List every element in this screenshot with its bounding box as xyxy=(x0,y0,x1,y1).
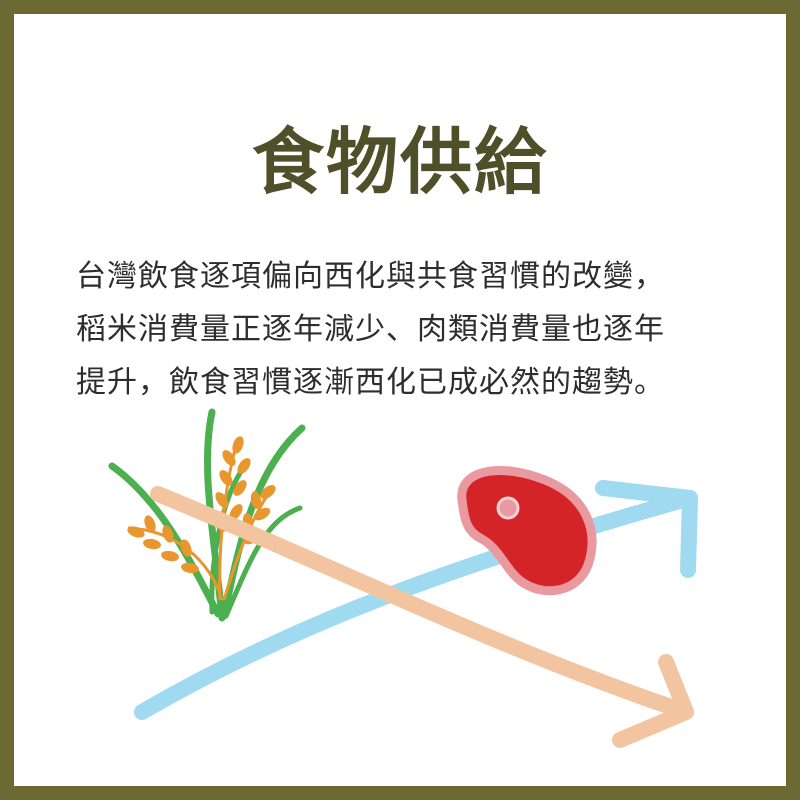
description-line: 提升，飲食習慣逐漸西化已成必然的趨勢。 xyxy=(76,365,665,400)
meat-steak-icon xyxy=(457,466,597,596)
downward-arrow-icon xyxy=(150,486,694,748)
description-line: 稻米消費量正逐年減少、肉類消費量也逐年 xyxy=(76,312,665,347)
page-title: 食物供給 xyxy=(251,120,548,204)
description-line: 台灣飲食逐項偏向西化與共食習慣的改變， xyxy=(76,259,665,294)
description-paragraph: 台灣飲食逐項偏向西化與共食習慣的改變， 稻米消費量正逐年減少、肉類消費量也逐年 … xyxy=(76,250,756,409)
